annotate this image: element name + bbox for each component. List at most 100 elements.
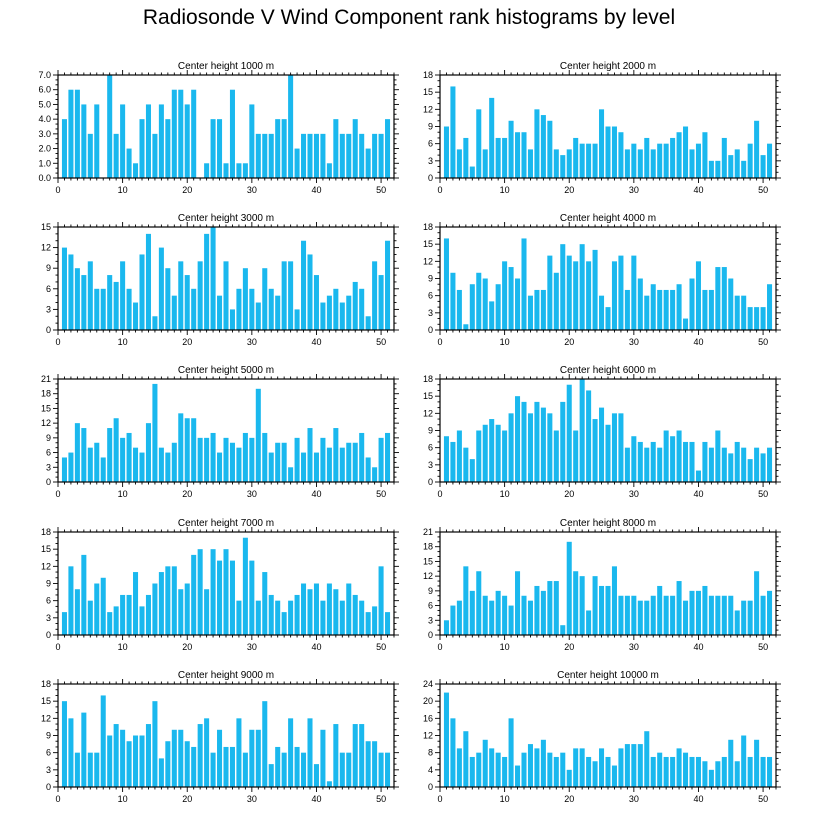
histogram-bar (191, 746, 197, 787)
histogram-bar (158, 572, 164, 635)
x-tick-label: 50 (376, 489, 386, 499)
x-tick-label: 10 (118, 185, 128, 195)
panel-title: Center height 9000 m (178, 670, 274, 681)
histogram-bar (288, 718, 294, 787)
histogram-bar (502, 430, 508, 482)
histogram-bar (754, 447, 760, 482)
histogram-bar (255, 729, 261, 787)
x-tick-label: 50 (376, 337, 386, 347)
histogram-bar (695, 143, 701, 178)
histogram-bar (586, 610, 592, 635)
histogram-bar (152, 383, 158, 482)
histogram-bar (650, 284, 656, 330)
panel-3: Center height 3000 m 0 10 20 30 40 50 0 3 6 9 12 15 (41, 213, 399, 347)
histogram-bar (223, 549, 229, 635)
histogram-bar (133, 447, 139, 482)
histogram-bar (68, 452, 74, 482)
panel-10: Center height 10000 m 0 10 20 30 40 50 0 4 8 12 16 2… (423, 670, 781, 804)
x-tick-label: 20 (182, 489, 192, 499)
histogram-bar (605, 126, 611, 178)
histogram-bar (294, 594, 300, 635)
histogram-bar (352, 281, 358, 330)
histogram-bar (521, 752, 527, 787)
histogram-bar (87, 261, 93, 330)
histogram-bar (320, 302, 326, 330)
y-tick-label: 0.0 (38, 173, 51, 183)
histogram-bar (527, 413, 533, 482)
x-tick-label: 0 (437, 642, 442, 652)
y-tick-label: 1.0 (38, 158, 51, 168)
histogram-bar (586, 390, 592, 482)
histogram-bar (68, 566, 74, 635)
histogram-bar (450, 272, 456, 330)
panel-title: Center height 10000 m (557, 670, 659, 681)
histogram-bar (126, 288, 132, 330)
y-tick-label: 4 (428, 765, 433, 775)
histogram-bar (165, 452, 171, 482)
histogram-bar (139, 254, 145, 330)
y-tick-label: 12 (423, 571, 433, 581)
histogram-bar (547, 413, 553, 482)
y-tick-label: 6.0 (38, 85, 51, 95)
histogram-bar (760, 453, 766, 482)
histogram-bar (307, 133, 313, 178)
histogram-bar (734, 149, 740, 178)
y-tick-label: 0 (46, 782, 51, 792)
histogram-bar (676, 748, 682, 787)
histogram-bar (657, 289, 663, 330)
histogram-bar (579, 379, 585, 482)
histogram-bar (113, 133, 119, 178)
histogram-bar (715, 430, 721, 482)
histogram-bar (352, 119, 358, 178)
histogram-bar (573, 137, 579, 178)
histogram-bar (171, 442, 177, 482)
histogram-bar (586, 756, 592, 787)
histogram-bar (333, 288, 339, 330)
histogram-bar (502, 756, 508, 787)
histogram-bar (515, 278, 521, 330)
x-tick-label: 30 (247, 642, 257, 652)
x-tick-label: 0 (437, 337, 442, 347)
histogram-bar (489, 748, 495, 787)
histogram-bar (476, 571, 482, 635)
histogram-bar (210, 119, 216, 178)
histogram-bar (275, 600, 281, 635)
histogram-bar (721, 595, 727, 635)
x-tick-label: 10 (118, 794, 128, 804)
histogram-bar (644, 137, 650, 178)
histogram-bar (754, 571, 760, 635)
histogram-bar (94, 583, 100, 635)
histogram-bar (333, 428, 339, 482)
histogram-bar (204, 589, 210, 635)
histogram-bar (87, 133, 93, 178)
histogram-bar (592, 761, 598, 787)
x-tick-label: 0 (437, 185, 442, 195)
histogram-bar (178, 729, 184, 787)
histogram-bar (133, 572, 139, 635)
y-tick-label: 9 (428, 426, 433, 436)
histogram-bar (624, 149, 630, 178)
histogram-bar (508, 120, 514, 178)
histogram-bar (262, 133, 268, 178)
y-tick-label: 3 (428, 156, 433, 166)
histogram-bar (262, 701, 268, 787)
histogram-bar (482, 424, 488, 482)
panel-9: Center height 9000 m 0 10 20 30 40 50 0 3 6 9 12 15 1… (41, 670, 399, 804)
histogram-bar (288, 467, 294, 482)
histogram-bar (547, 581, 553, 635)
histogram-bar (126, 148, 132, 178)
histogram-bar (365, 612, 371, 635)
histogram-bar (670, 595, 676, 635)
y-tick-label: 18 (41, 389, 51, 399)
panel-5: Center height 5000 m 0 10 20 30 40 50 0 3 6 9 12 15 1… (41, 365, 399, 499)
histogram-bar (618, 595, 624, 635)
y-tick-label: 3 (46, 304, 51, 314)
histogram-bar (281, 442, 287, 482)
histogram-bar (708, 289, 714, 330)
y-tick-label: 9 (46, 579, 51, 589)
histogram-bar (87, 752, 93, 787)
histogram-bar (385, 432, 391, 482)
histogram-bar (702, 289, 708, 330)
histogram-bar (152, 316, 158, 330)
panel-title: Center height 1000 m (178, 61, 274, 72)
